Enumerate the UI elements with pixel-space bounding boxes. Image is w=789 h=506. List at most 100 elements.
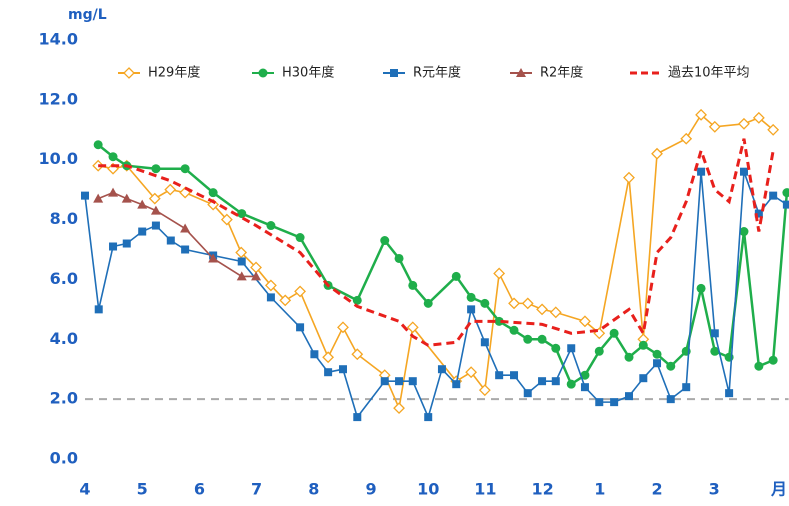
marker — [624, 352, 634, 362]
marker — [521, 297, 534, 310]
y-unit: mg/L — [68, 7, 107, 23]
marker — [696, 283, 706, 293]
marker — [725, 389, 734, 398]
marker — [580, 370, 590, 380]
marker — [279, 294, 292, 307]
marker — [652, 349, 662, 359]
marker — [537, 334, 547, 344]
marker — [295, 233, 305, 243]
marker — [81, 191, 89, 200]
x-unit: 月 — [770, 480, 787, 499]
marker — [408, 280, 418, 290]
marker — [739, 167, 748, 176]
x-tick-label: 5 — [137, 480, 148, 499]
y-tick-label: 12.0 — [39, 89, 78, 108]
marker — [466, 292, 476, 302]
marker — [769, 191, 778, 200]
marker — [595, 398, 604, 407]
marker — [395, 377, 404, 386]
legend-label: H30年度 — [282, 65, 334, 81]
x-tick-label: 10 — [417, 480, 439, 499]
marker — [390, 69, 398, 77]
marker — [625, 392, 634, 401]
marker — [380, 377, 389, 386]
marker — [151, 164, 161, 174]
marker — [653, 359, 662, 368]
x-tick-label: 1 — [594, 480, 605, 499]
legend-label: R2年度 — [540, 65, 583, 81]
legend-label: 過去10年平均 — [668, 66, 750, 81]
marker — [754, 361, 764, 371]
marker — [180, 223, 191, 233]
marker — [493, 267, 506, 280]
marker — [610, 398, 619, 407]
marker — [322, 351, 335, 364]
marker — [666, 361, 676, 371]
marker — [594, 346, 604, 356]
marker — [495, 371, 504, 380]
marker — [237, 257, 246, 266]
marker — [523, 389, 532, 398]
marker — [782, 200, 789, 209]
marker — [638, 340, 648, 350]
y-tick-label: 8.0 — [50, 209, 78, 228]
marker — [782, 188, 789, 198]
marker — [338, 365, 347, 374]
marker — [180, 164, 190, 174]
marker — [710, 329, 719, 338]
marker — [237, 209, 247, 219]
marker — [266, 293, 275, 302]
marker — [697, 167, 706, 176]
marker — [264, 279, 277, 292]
marker — [296, 323, 305, 332]
x-tick-label: 8 — [308, 480, 319, 499]
y-tick-label: 2.0 — [50, 389, 78, 408]
marker — [394, 253, 404, 263]
marker — [567, 344, 576, 353]
marker — [767, 123, 780, 136]
y-tick-label: 4.0 — [50, 329, 78, 348]
marker — [682, 383, 691, 392]
marker — [738, 117, 750, 130]
marker — [266, 221, 276, 231]
marker — [510, 371, 519, 380]
marker — [408, 377, 417, 386]
series-line — [98, 138, 775, 347]
x-tick-label: 9 — [365, 480, 376, 499]
marker — [151, 221, 160, 230]
marker — [123, 67, 135, 79]
marker — [768, 355, 778, 365]
marker — [353, 413, 362, 422]
marker — [480, 298, 490, 308]
marker — [651, 147, 663, 160]
marker — [508, 297, 520, 310]
marker — [509, 325, 519, 335]
marker — [148, 192, 161, 205]
marker — [566, 379, 576, 389]
x-tick-label: 6 — [194, 480, 205, 499]
marker — [121, 193, 132, 203]
marker — [480, 338, 489, 347]
marker — [549, 306, 562, 319]
marker — [324, 368, 333, 377]
marker — [451, 271, 461, 281]
marker — [465, 366, 478, 379]
marker — [351, 348, 364, 361]
marker — [666, 395, 675, 404]
x-tick-label: 7 — [251, 480, 262, 499]
marker — [551, 377, 560, 386]
marker — [294, 285, 307, 298]
marker — [710, 346, 720, 356]
marker — [478, 384, 491, 397]
marker — [137, 199, 148, 209]
x-tick-label: 2 — [651, 480, 662, 499]
marker — [94, 305, 103, 314]
marker — [424, 413, 433, 422]
marker — [108, 152, 118, 162]
y-tick-label: 6.0 — [50, 269, 78, 288]
marker — [150, 205, 161, 215]
marker — [164, 183, 177, 196]
y-tick-label: 14.0 — [39, 30, 78, 49]
marker — [251, 271, 262, 281]
